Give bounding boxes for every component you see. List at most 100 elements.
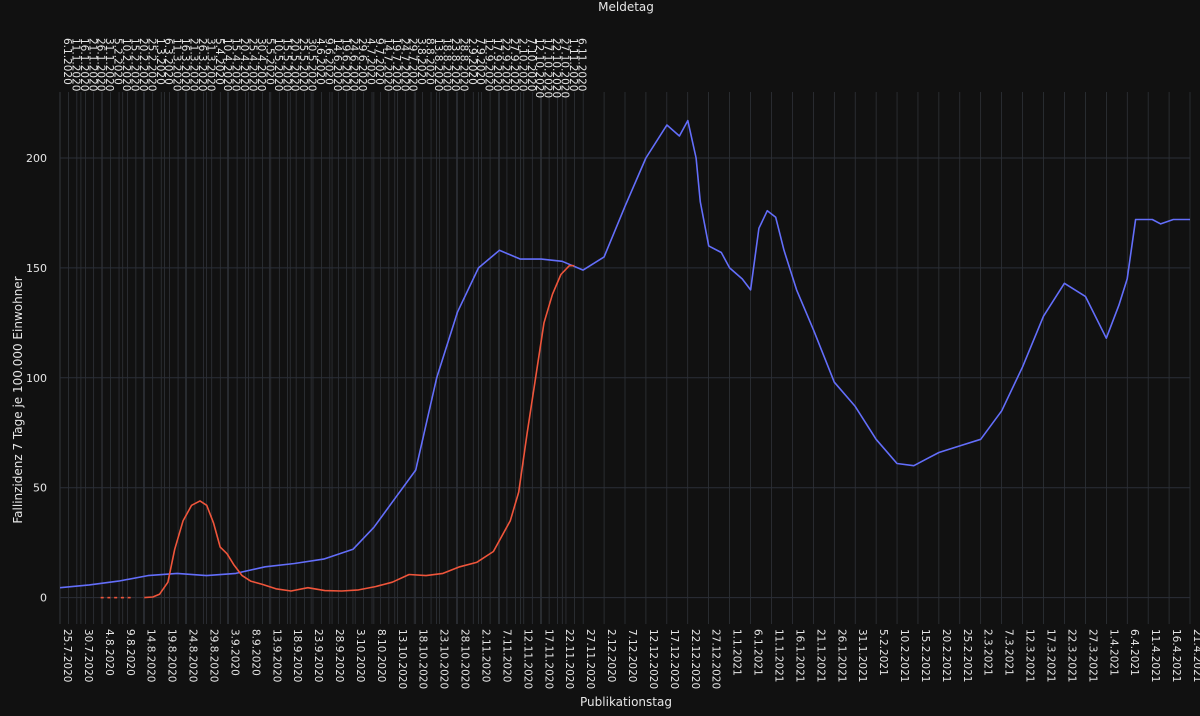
x-tick-label: 22.3.2021 [1065,629,1077,682]
x-tick-label: 15.2.2021 [919,629,931,682]
x-tick-label: 18.10.2020 [417,629,429,689]
x2-tick-label: 1.3.2020 [154,38,166,85]
x2-tick-label: 16.1.2020 [78,38,90,91]
x2-tick-label: 11.1.2020 [69,38,81,91]
x2-tick-label: 27.9.2020 [508,38,520,91]
y-gridlines [60,157,1190,599]
x-tick-label: 7.3.2021 [1003,629,1015,676]
x2-tick-label: 28.8.2020 [457,38,469,91]
x2-tick-label: 19.7.2020 [390,38,402,91]
x-tick-label: 17.11.2020 [542,629,554,689]
x-tick-label: 27.3.2021 [1086,629,1098,682]
x2-tick-label: 20.2.2020 [137,38,149,91]
x-tick-label: 11.1.2021 [772,629,784,682]
x-tick-label: 13.9.2020 [270,629,282,682]
x-tick-label: 7.11.2020 [500,629,512,682]
x2-tick-label: 23.8.2020 [449,38,461,91]
x-tick-label: 12.3.2021 [1024,629,1036,682]
x-tick-label: 17.12.2020 [668,629,680,689]
x-tick-label: 1.4.2021 [1107,629,1119,676]
x2-tick-label: 31.1.2020 [103,38,115,91]
x-tick-labels-bottom: 25.7.2020 30.7.2020 4.8.2020 9.8.2020 14.8.2… [61,629,1200,689]
x2-tick-label: 12.9.2020 [483,38,495,91]
x-tick-label: 20.2.2021 [940,629,952,682]
x2-tick-label: 22.9.2020 [500,38,512,91]
x2-tick-label: 7.9.2020 [474,38,486,85]
y-tick-label: 0 [40,592,47,605]
x2-tick-label: 11.3.2020 [171,38,183,91]
series-line-0 [59,119,1190,589]
x-tick-label: 19.8.2020 [166,629,178,682]
x2-tick-label: 10.5.2020 [272,38,284,91]
x-tick-label: 16.4.2021 [1170,629,1182,682]
x2-tick-label: 8.8.2020 [424,38,436,85]
x-tick-label: 30.7.2020 [82,629,94,682]
x-tick-label: 29.8.2020 [207,629,219,682]
x-tick-label: 21.1.2021 [814,629,826,682]
x2-tick-label: 6.3.2020 [162,38,174,85]
x-tick-label: 10.2.2021 [898,629,910,682]
x-tick-label: 31.1.2021 [856,629,868,682]
x-tick-label: 26.1.2021 [835,629,847,682]
x2-tick-label: 4.6.2020 [314,38,326,85]
x2-tick-label: 25.2.2020 [145,38,157,91]
y-tick-label: 200 [26,152,47,165]
x2-tick-label: 17.9.2020 [491,38,503,91]
x-tick-label: 13.10.2020 [396,629,408,689]
x2-tick-label: 20.4.2020 [238,38,250,91]
y-tick-label: 100 [26,372,47,385]
x2-tick-label: 21.1.2020 [86,38,98,91]
x2-tick-label: 6.11.2020 [575,38,587,91]
x2-tick-label: 21.3.2020 [187,38,199,91]
x-tick-label: 2.11.2020 [480,629,492,682]
x2-tick-label: 24.7.2020 [398,38,410,91]
x-tick-label: 27.11.2020 [584,629,596,689]
x-tick-label: 9.8.2020 [124,629,136,676]
x-tick-label: 1.1.2021 [731,629,743,676]
x2-tick-label: 9.6.2020 [322,38,334,85]
x2-tick-label: 5.2.2020 [112,38,124,85]
y-tick-label: 150 [26,262,47,275]
x-tick-label: 23.9.2020 [312,629,324,682]
x2-tick-label: 29.7.2020 [407,38,419,91]
x2-tick-label: 15.5.2020 [280,38,292,91]
x-tick-label: 2.12.2020 [605,629,617,682]
x-tick-label: 28.9.2020 [333,629,345,682]
x2-tick-label: 10.2.2020 [120,38,132,91]
x-tick-label: 8.9.2020 [249,629,261,676]
x2-tick-label: 10.4.2020 [221,38,233,91]
x2-tick-label: 6.1.2020 [61,38,73,85]
x2-tick-label: 27.10.2020 [559,38,571,98]
x2-tick-label: 5.5.2020 [263,38,275,85]
x2-tick-label: 17.10.2020 [542,38,554,98]
x-tick-label: 7.12.2020 [626,629,638,682]
x2-tick-label: 25.5.2020 [297,38,309,91]
x2-tick-label: 5.4.2020 [213,38,225,85]
x2-tick-label: 9.7.2020 [373,38,385,85]
x2-tick-label: 31.3.2020 [204,38,216,91]
x-tick-label: 11.4.2021 [1149,629,1161,682]
x-tick-label: 28.10.2020 [459,629,471,689]
x2-tick-label: 26.1.2020 [95,38,107,91]
x-tick-label: 6.1.2021 [752,629,764,676]
x-axis-title: Publikationstag [580,695,672,709]
x2-tick-label: 12.10.2020 [533,38,545,98]
x2-tick-label: 15.2.2020 [128,38,140,91]
series-layer [59,119,1190,599]
x-tick-label: 27.12.2020 [710,629,722,689]
x-tick-labels-top: 6.1.202011.1.202016.1.202021.1.202026.1.… [61,38,587,98]
x-tick-label: 17.3.2021 [1045,629,1057,682]
x2-tick-label: 1.11.2020 [567,38,579,91]
x-tick-label: 12.11.2020 [521,629,533,689]
x-gridlines-bottom [59,92,1191,624]
x2-tick-label: 15.4.2020 [230,38,242,91]
x2-tick-label: 14.6.2020 [331,38,343,91]
x-tick-label: 12.12.2020 [647,629,659,689]
x-tick-label: 6.4.2021 [1128,629,1140,676]
x2-tick-label: 14.7.2020 [381,38,393,91]
x-tick-label: 25.2.2021 [961,629,973,682]
x2-tick-label: 16.3.2020 [179,38,191,91]
x2-tick-label: 26.3.2020 [196,38,208,91]
